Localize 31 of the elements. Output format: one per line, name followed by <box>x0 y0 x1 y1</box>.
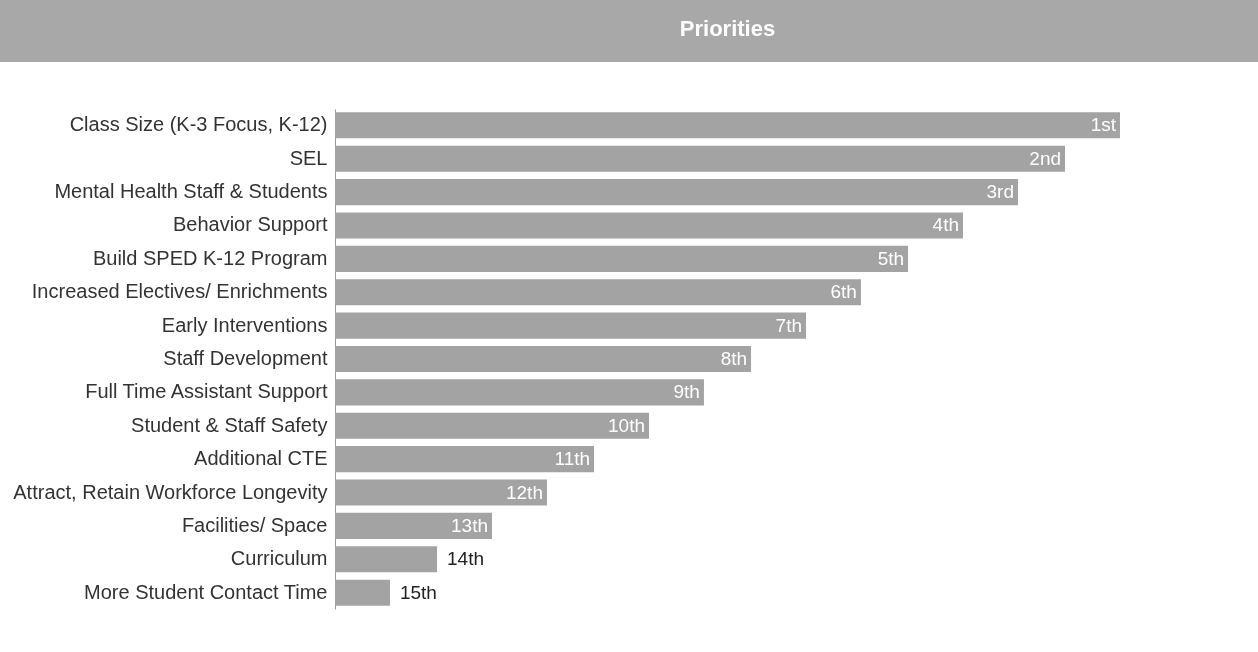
annotation: 6th <box>830 281 857 303</box>
y-tick-label: Build SPED K-12 Program <box>92 246 328 269</box>
y-tick-label: Behavior Support <box>172 213 328 236</box>
annotation: 7th <box>775 314 802 336</box>
y-tick-label: Attract, Retain Workforce Longevity <box>13 480 328 503</box>
y-tick-label: Facilities/ Space <box>181 513 328 536</box>
y-tick-label: Full Time Assistant Support <box>85 380 328 403</box>
annotation: 1st <box>1090 114 1117 136</box>
y-tick-label: Mental Health Staff & Students <box>54 180 328 203</box>
y-tick-label: Curriculum <box>230 547 328 570</box>
annotation: 5th <box>877 247 905 269</box>
annotation: 3rd <box>986 181 1014 203</box>
annotation: 12th <box>505 481 543 503</box>
y-tick-label: Increased Electives/ Enrichments <box>31 280 328 303</box>
annotation: 14th <box>447 548 485 570</box>
y-tick-label: SEL <box>289 146 328 169</box>
y-tick-label: Student & Staff Safety <box>131 413 328 436</box>
annotation: 13th <box>451 514 488 536</box>
annotation: 9th <box>673 381 700 403</box>
annotation: 8th <box>720 348 748 369</box>
y-tick-label: Staff Development <box>163 347 328 369</box>
annotation: 11th <box>554 448 591 470</box>
y-tick-label: Class Size (K-3 Focus, K-12) <box>69 113 328 136</box>
annotation: 2nd <box>1029 147 1062 169</box>
y-tick-label: Additional CTE <box>194 447 328 470</box>
y-tick-label: Early Interventions <box>161 313 328 336</box>
y-tick-label: More Student Contact Time <box>84 580 328 603</box>
annotation: 4th <box>932 214 959 236</box>
annotation: 10th <box>608 414 645 436</box>
chart-title: Priorities <box>679 16 776 41</box>
annotation: 15th <box>399 581 437 603</box>
